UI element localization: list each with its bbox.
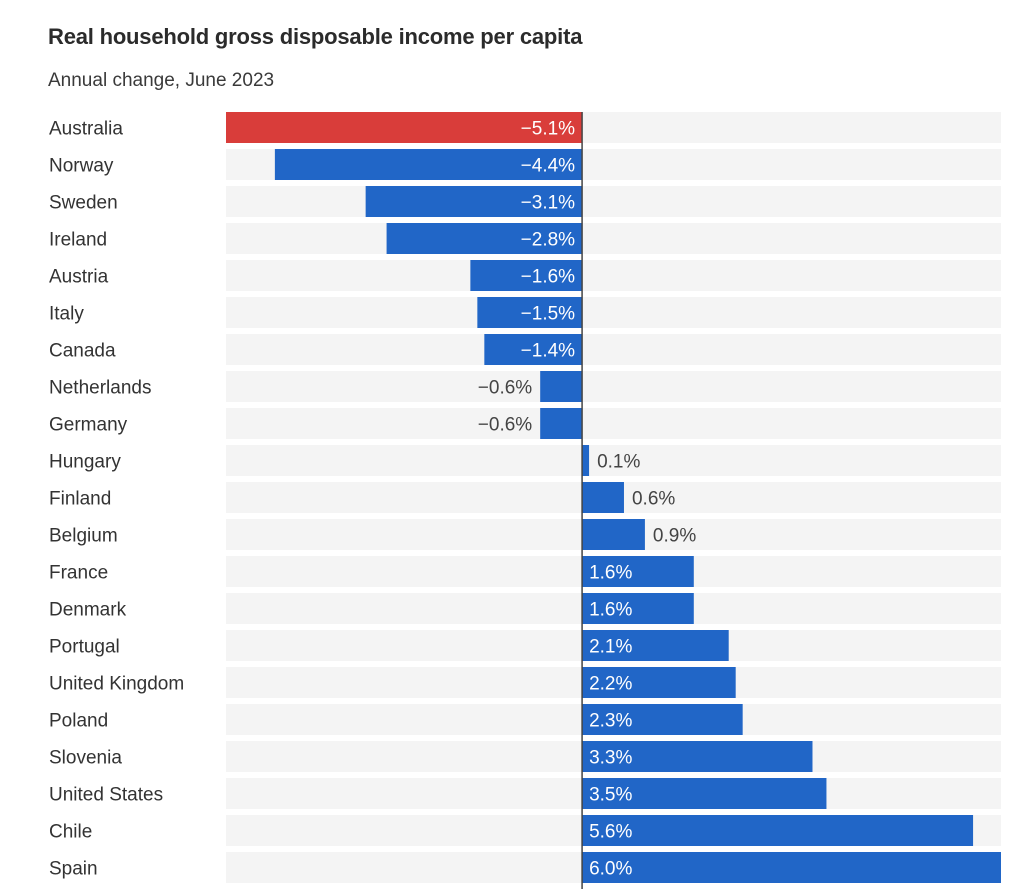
value-label-france: 1.6% bbox=[589, 563, 632, 584]
category-label-finland: Finland bbox=[49, 489, 111, 510]
category-label-ireland: Ireland bbox=[49, 230, 107, 251]
bar-hungary bbox=[582, 445, 590, 476]
value-label-united-states: 3.5% bbox=[589, 785, 632, 806]
bar-finland bbox=[582, 482, 624, 513]
row-background-canada bbox=[226, 334, 1001, 365]
chart-title: Real household gross disposable income p… bbox=[48, 24, 583, 49]
category-label-poland: Poland bbox=[49, 711, 108, 732]
category-label-austria: Austria bbox=[49, 267, 109, 288]
category-label-netherlands: Netherlands bbox=[49, 378, 151, 399]
value-label-denmark: 1.6% bbox=[589, 600, 632, 621]
value-label-finland: 0.6% bbox=[632, 489, 675, 510]
row-background-ireland bbox=[226, 223, 1001, 254]
bar-united-states bbox=[582, 778, 827, 809]
value-label-hungary: 0.1% bbox=[597, 452, 640, 473]
value-label-australia: −5.1% bbox=[521, 119, 576, 140]
row-background-netherlands bbox=[226, 371, 1001, 402]
bar-australia bbox=[226, 112, 583, 143]
row-background-germany bbox=[226, 408, 1001, 439]
bar-denmark bbox=[582, 593, 694, 624]
value-label-chile: 5.6% bbox=[589, 822, 632, 843]
category-label-united-states: United States bbox=[49, 785, 163, 806]
bar-spain bbox=[582, 852, 1001, 883]
category-label-spain: Spain bbox=[49, 859, 98, 880]
value-label-poland: 2.3% bbox=[589, 711, 632, 732]
category-label-australia: Australia bbox=[49, 119, 123, 140]
row-background-austria bbox=[226, 260, 1001, 291]
bar-poland bbox=[582, 704, 743, 735]
bar-ireland bbox=[386, 223, 583, 254]
category-label-denmark: Denmark bbox=[49, 600, 127, 621]
category-label-slovenia: Slovenia bbox=[49, 748, 122, 769]
row-background-sweden bbox=[226, 186, 1001, 217]
bar-portugal bbox=[582, 630, 729, 661]
bar-norway bbox=[274, 149, 583, 180]
value-label-italy: −1.5% bbox=[521, 304, 576, 325]
value-label-ireland: −2.8% bbox=[521, 230, 576, 251]
category-label-portugal: Portugal bbox=[49, 637, 120, 658]
value-label-netherlands: −0.6% bbox=[478, 378, 533, 399]
category-label-chile: Chile bbox=[49, 822, 92, 843]
bar-austria bbox=[470, 260, 583, 291]
bar-germany bbox=[540, 408, 583, 439]
category-label-belgium: Belgium bbox=[49, 526, 118, 547]
chart-subtitle: Annual change, June 2023 bbox=[48, 70, 275, 91]
value-label-slovenia: 3.3% bbox=[589, 748, 632, 769]
category-label-germany: Germany bbox=[49, 415, 128, 436]
category-label-france: France bbox=[49, 563, 108, 584]
value-label-sweden: −3.1% bbox=[521, 193, 576, 214]
category-label-italy: Italy bbox=[49, 304, 84, 325]
category-label-sweden: Sweden bbox=[49, 193, 118, 214]
bar-france bbox=[582, 556, 694, 587]
bar-netherlands bbox=[540, 371, 583, 402]
bar-sweden bbox=[365, 186, 583, 217]
category-label-united-kingdom: United Kingdom bbox=[49, 674, 184, 695]
value-label-canada: −1.4% bbox=[521, 341, 576, 362]
value-label-united-kingdom: 2.2% bbox=[589, 674, 632, 695]
value-label-belgium: 0.9% bbox=[653, 526, 696, 547]
bar-belgium bbox=[582, 519, 645, 550]
row-background-hungary bbox=[226, 445, 1001, 476]
value-label-portugal: 2.1% bbox=[589, 637, 632, 658]
bar-italy bbox=[477, 297, 583, 328]
value-label-spain: 6.0% bbox=[589, 859, 632, 880]
bar-slovenia bbox=[582, 741, 813, 772]
value-label-germany: −0.6% bbox=[478, 415, 533, 436]
value-label-austria: −1.6% bbox=[521, 267, 576, 288]
row-background-italy bbox=[226, 297, 1001, 328]
category-label-norway: Norway bbox=[49, 156, 114, 177]
bar-canada bbox=[484, 334, 583, 365]
value-label-norway: −4.4% bbox=[521, 156, 576, 177]
category-label-canada: Canada bbox=[49, 341, 116, 362]
category-label-hungary: Hungary bbox=[49, 452, 121, 473]
bar-chile bbox=[582, 815, 974, 846]
bar-united-kingdom bbox=[582, 667, 736, 698]
